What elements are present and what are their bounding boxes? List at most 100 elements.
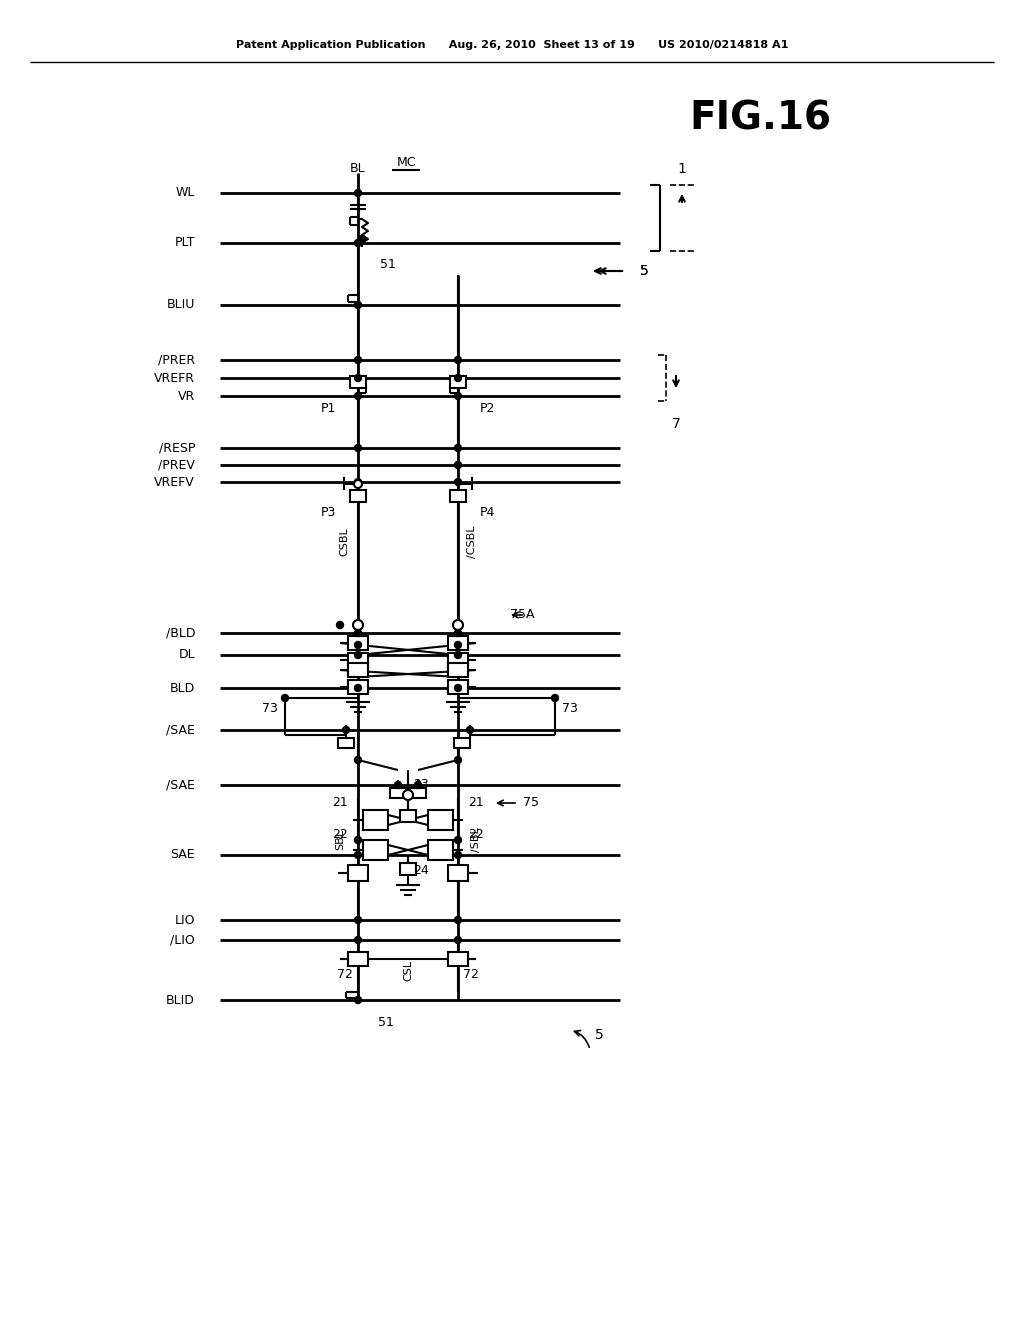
Circle shape [455, 685, 462, 692]
Circle shape [354, 630, 361, 636]
Bar [449, 865, 468, 880]
Circle shape [354, 375, 361, 381]
Bar [449, 653, 468, 667]
Bar [454, 738, 470, 748]
Bar [400, 863, 416, 875]
Text: /RESP: /RESP [159, 441, 195, 454]
Text: 51: 51 [378, 1015, 394, 1028]
Text: 5: 5 [640, 264, 649, 279]
Text: 23: 23 [413, 779, 429, 792]
Circle shape [354, 190, 361, 197]
Circle shape [455, 375, 462, 381]
Text: /SAE: /SAE [166, 723, 195, 737]
Circle shape [394, 781, 401, 788]
Circle shape [455, 837, 462, 843]
Circle shape [354, 479, 361, 486]
Text: CSL: CSL [403, 960, 413, 981]
Circle shape [455, 652, 462, 659]
Text: SBL: SBL [335, 829, 345, 850]
Text: VREFR: VREFR [154, 371, 195, 384]
Circle shape [354, 997, 361, 1003]
Text: /SBL: /SBL [471, 828, 481, 853]
Bar [348, 636, 368, 649]
Circle shape [354, 936, 361, 944]
Circle shape [455, 356, 462, 363]
Text: /SAE: /SAE [166, 779, 195, 792]
Bar [410, 788, 426, 799]
Bar [348, 865, 368, 880]
Bar [449, 663, 468, 677]
Text: 22: 22 [332, 829, 348, 842]
Circle shape [403, 789, 413, 800]
Circle shape [467, 726, 473, 734]
Text: MC: MC [396, 157, 416, 169]
Bar [428, 810, 453, 830]
Circle shape [552, 694, 558, 701]
Text: 7: 7 [672, 417, 680, 432]
Circle shape [455, 756, 462, 763]
Bar [449, 952, 468, 966]
Text: P4: P4 [480, 506, 496, 519]
Bar [450, 376, 466, 388]
Circle shape [455, 642, 462, 648]
Bar [362, 840, 388, 861]
Circle shape [354, 239, 361, 247]
Circle shape [342, 726, 349, 734]
Text: 5: 5 [640, 264, 649, 279]
Text: 51: 51 [380, 259, 396, 272]
Text: /PRER: /PRER [158, 354, 195, 367]
Text: 72: 72 [337, 969, 353, 982]
Text: 21: 21 [468, 796, 484, 809]
Text: BLIU: BLIU [167, 298, 195, 312]
Text: /PREV: /PREV [158, 458, 195, 471]
Bar [350, 376, 366, 388]
Text: 5: 5 [595, 1028, 604, 1041]
Circle shape [354, 652, 361, 659]
Circle shape [455, 916, 462, 924]
Text: 73: 73 [562, 701, 578, 714]
Text: 21: 21 [332, 796, 348, 809]
Text: 75A: 75A [510, 609, 535, 622]
Circle shape [354, 851, 361, 858]
Bar [362, 810, 388, 830]
Bar [449, 636, 468, 649]
Bar [428, 840, 453, 861]
Text: 73: 73 [262, 701, 278, 714]
Text: 1: 1 [678, 162, 686, 176]
Bar [450, 490, 466, 502]
Bar [350, 490, 366, 502]
Circle shape [354, 642, 361, 648]
Circle shape [455, 936, 462, 944]
Circle shape [354, 837, 361, 843]
Circle shape [358, 235, 366, 243]
Text: P3: P3 [321, 506, 336, 519]
Circle shape [354, 916, 361, 924]
Circle shape [354, 445, 361, 451]
Circle shape [455, 462, 462, 469]
Text: VR: VR [178, 389, 195, 403]
Bar [348, 680, 368, 694]
Circle shape [455, 479, 462, 486]
Circle shape [415, 781, 422, 788]
Text: P2: P2 [480, 401, 496, 414]
Text: BLD: BLD [170, 681, 195, 694]
Circle shape [453, 620, 463, 630]
Circle shape [455, 851, 462, 858]
Circle shape [354, 480, 362, 488]
Circle shape [354, 756, 361, 763]
Circle shape [354, 356, 361, 363]
Text: Patent Application Publication      Aug. 26, 2010  Sheet 13 of 19      US 2010/0: Patent Application Publication Aug. 26, … [236, 40, 788, 50]
Circle shape [337, 622, 343, 628]
Text: 24: 24 [413, 863, 429, 876]
Circle shape [282, 694, 289, 701]
Text: 22: 22 [468, 829, 484, 842]
Bar [348, 653, 368, 667]
Circle shape [455, 630, 462, 636]
Text: P1: P1 [321, 401, 336, 414]
Text: PLT: PLT [174, 236, 195, 249]
Text: /BLD: /BLD [166, 627, 195, 639]
Text: 72: 72 [463, 969, 479, 982]
Text: 75: 75 [523, 796, 539, 809]
Circle shape [353, 620, 362, 630]
Text: CSBL: CSBL [339, 528, 349, 556]
